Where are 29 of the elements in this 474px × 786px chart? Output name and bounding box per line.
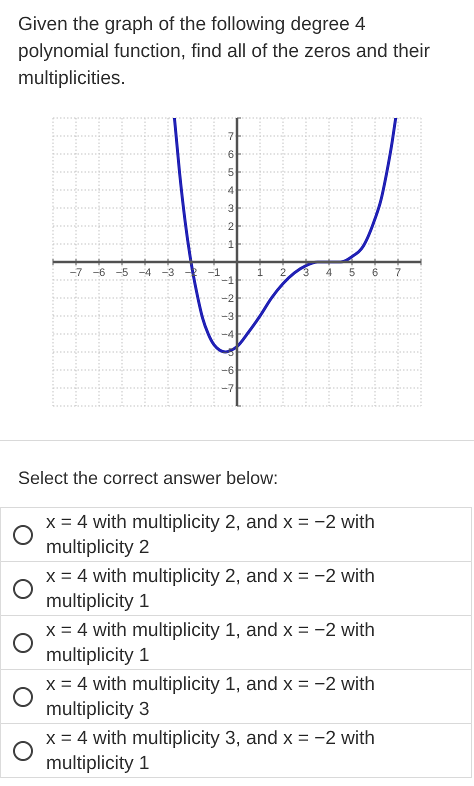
x-tick-label: 7 xyxy=(394,267,402,279)
x-tick-label: −6 xyxy=(92,267,106,279)
y-tick-label: 6 xyxy=(228,149,234,161)
x-tick-label: −1 xyxy=(208,267,220,279)
x-tick-label: −3 xyxy=(162,267,174,279)
y-tick-label: 3 xyxy=(228,203,234,215)
x-tick-label: 2 xyxy=(280,267,286,279)
x-tick-label: −4 xyxy=(138,267,152,279)
y-tick-label: −2 xyxy=(221,293,234,305)
chart-title: Given the graph of the following degree 4 polynomial function, find all of the zeros and their multiplicities. xyxy=(18,13,431,91)
y-tick-label: 5 xyxy=(228,167,234,179)
y-tick-label: 7 xyxy=(228,131,234,143)
y-tick-label: 1 xyxy=(228,239,234,251)
text: Select the correct answer below: xyxy=(18,467,278,490)
y-tick-label: −3 xyxy=(221,311,234,323)
x-tick-label: 4 xyxy=(326,267,332,279)
y-tick-label: −4 xyxy=(221,329,234,341)
answer-option: x = 4 with multiplicity 3, and x = −2 with multiplicity 1 xyxy=(0,723,472,778)
y-tick-label: −6 xyxy=(221,365,234,377)
x-tick-label: −7 xyxy=(70,267,82,279)
y-tick-label: −1 xyxy=(221,275,234,287)
y-tick-label: −7 xyxy=(221,383,234,395)
x-tick-label: 5 xyxy=(348,267,356,279)
x-tick-label: −5 xyxy=(116,267,128,279)
x-tick-label: 6 xyxy=(372,267,378,279)
y-tick-label: 4 xyxy=(228,185,234,197)
x-tick-label: 3 xyxy=(302,267,310,279)
x-tick-label: 1 xyxy=(256,267,264,279)
y-tick-label: 2 xyxy=(228,221,234,233)
